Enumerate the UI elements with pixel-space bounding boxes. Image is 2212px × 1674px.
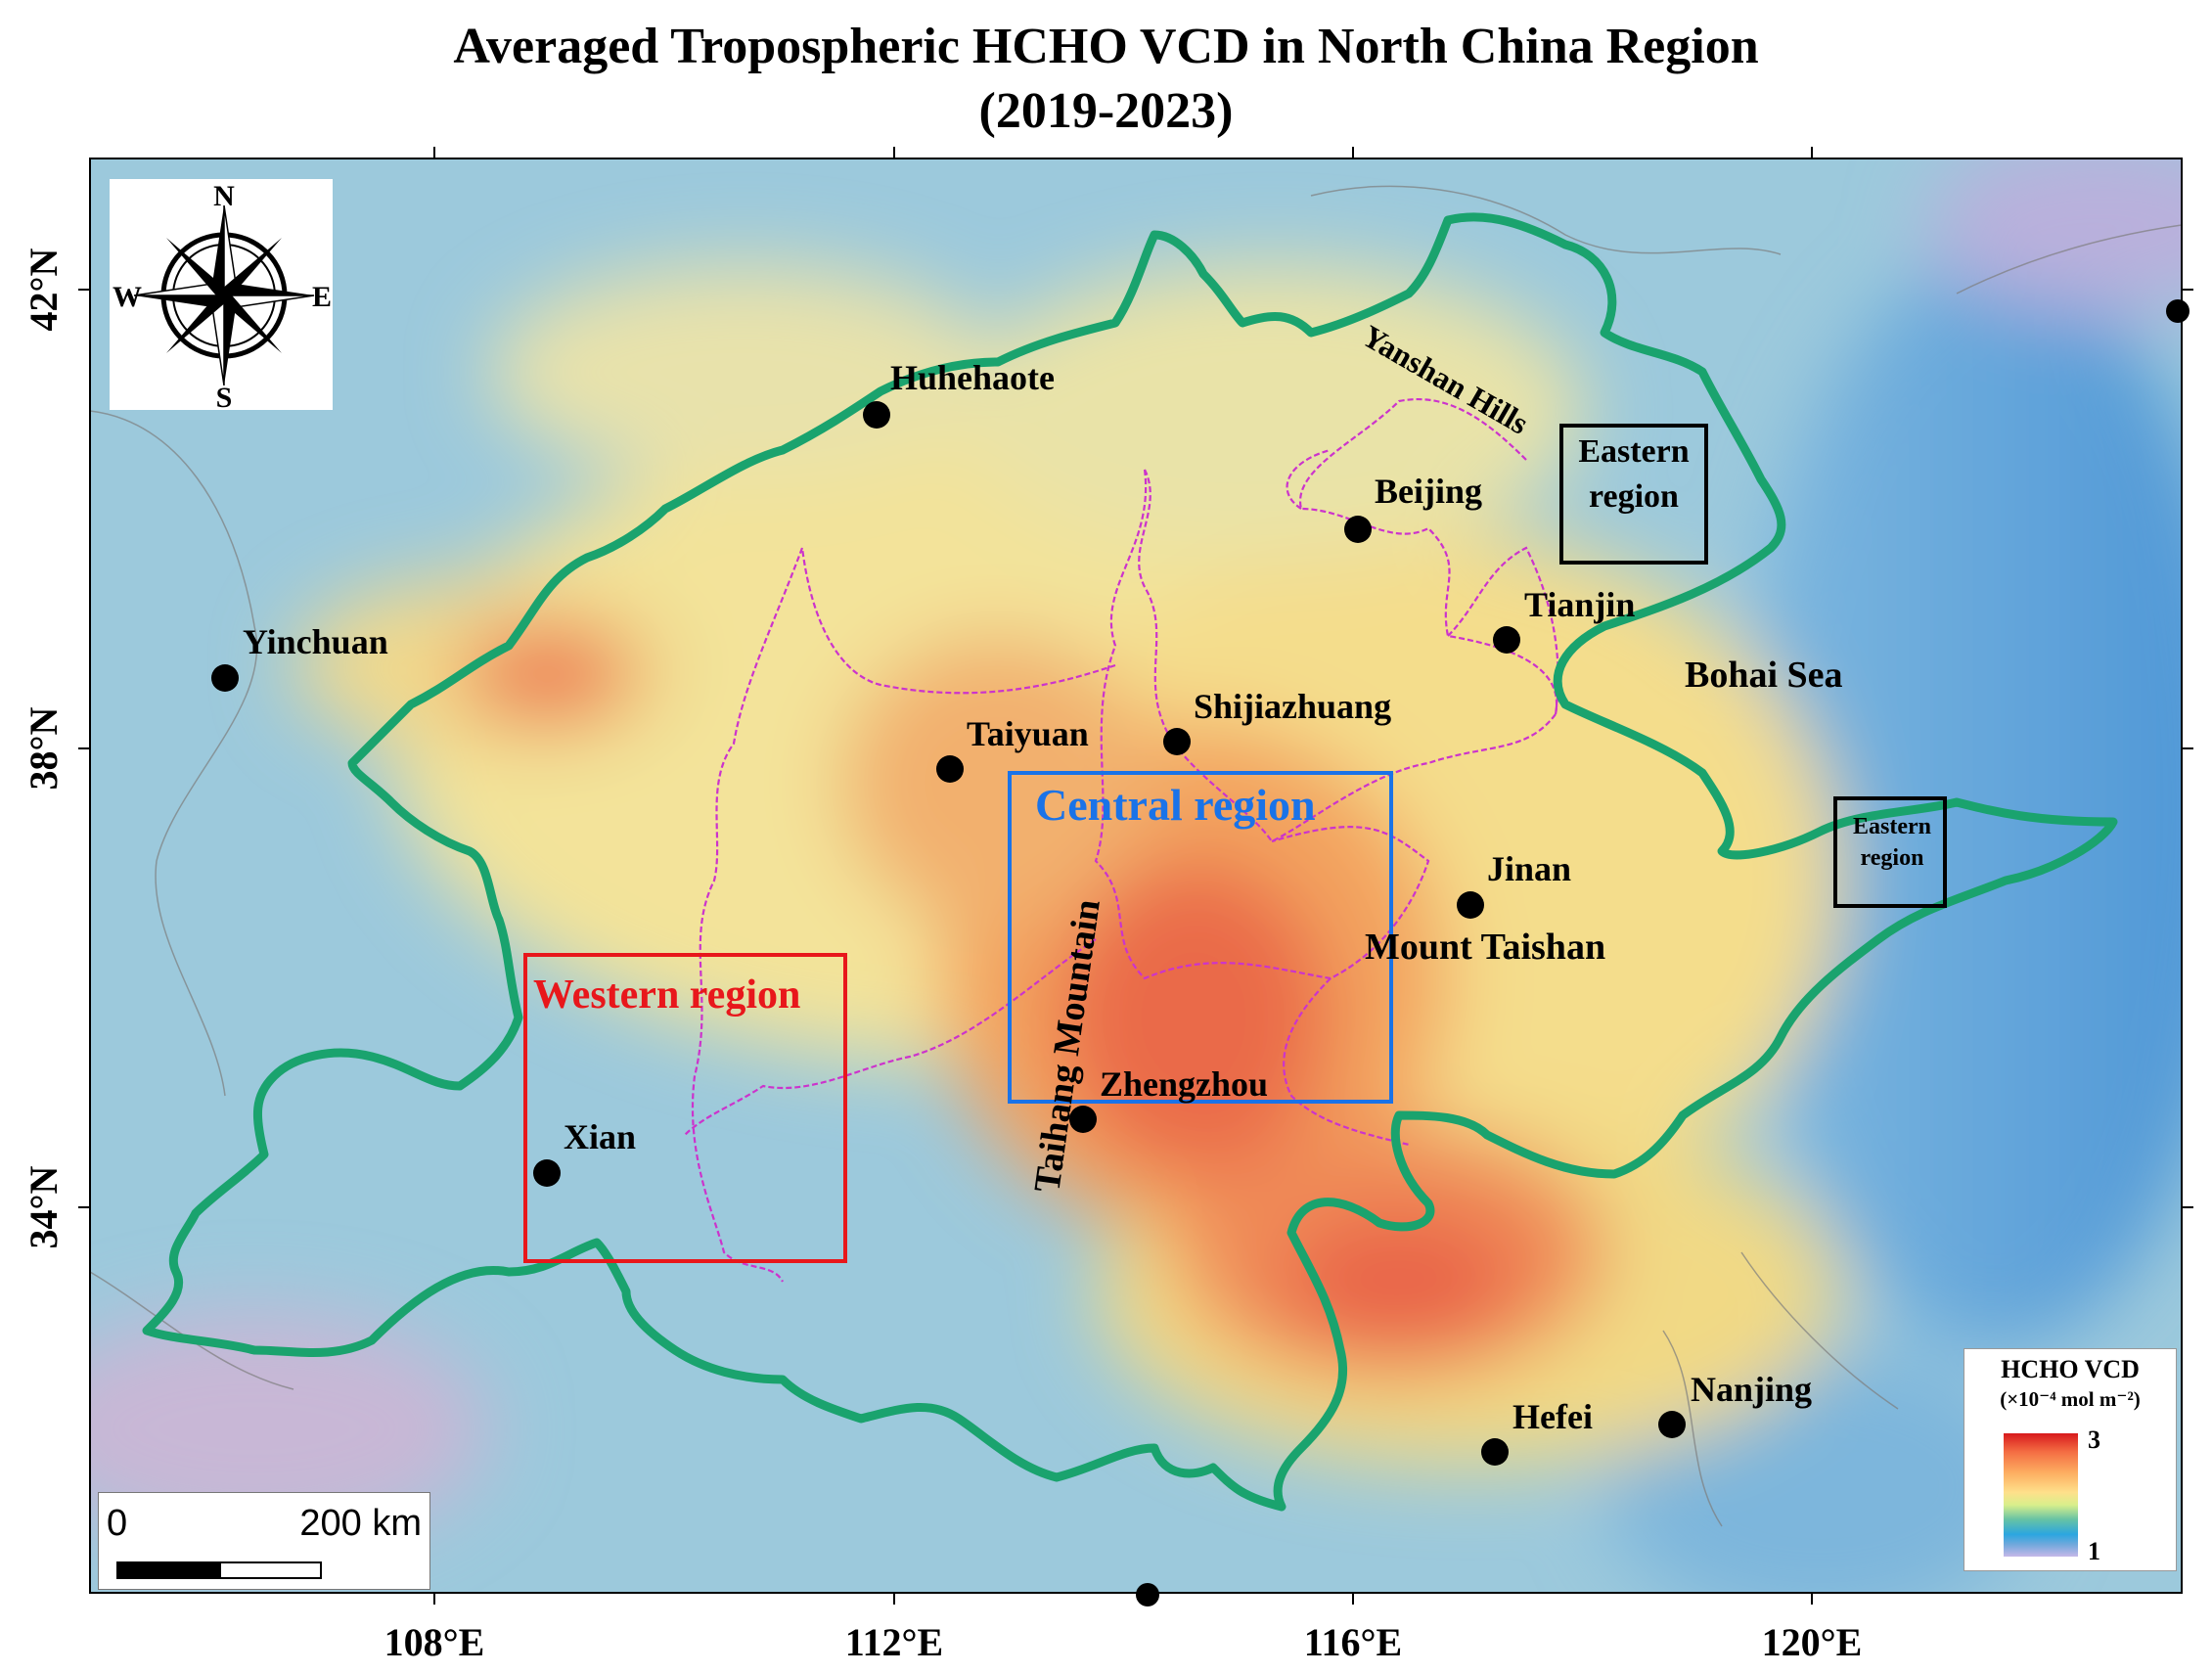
- x-tick-label: 112°E: [845, 1620, 943, 1664]
- bohai-sea-label: Bohai Sea: [1685, 655, 1843, 696]
- city-marker-yinchuan: [211, 664, 239, 692]
- hcho-field: [90, 158, 2182, 1593]
- compass-south-label: S: [216, 382, 233, 414]
- y-tick-label: 42°N: [22, 248, 66, 331]
- city-marker-beijing: [1344, 516, 1372, 543]
- x-tick-label: 108°E: [384, 1620, 485, 1664]
- eastern-region-label: Eastern: [1853, 814, 1931, 839]
- compass-east-label: E: [312, 281, 332, 313]
- city-label: Huhehaote: [890, 358, 1055, 397]
- central-region-box: [1008, 771, 1393, 1104]
- city-label: Tianjin: [1524, 585, 1635, 624]
- eastern-region-box-north: [1559, 424, 1708, 565]
- map-frame: [89, 158, 2183, 1594]
- city-marker-taiyuan: [936, 755, 964, 783]
- scale-bar-graphic: [116, 1561, 322, 1579]
- study-area-boundary: [142, 212, 2118, 1512]
- central-region-label: Central region: [1035, 780, 1316, 830]
- city-marker-xian: [533, 1159, 561, 1187]
- city-marker-jinan: [1457, 891, 1484, 919]
- x-tick-label: 120°E: [1762, 1620, 1863, 1664]
- western-region-box: [523, 953, 847, 1263]
- city-label: Taiyuan: [967, 714, 1089, 753]
- city-label: Beijing: [1375, 472, 1482, 511]
- y-tick-label: 34°N: [22, 1165, 66, 1248]
- city-marker-edge: [2166, 299, 2189, 323]
- legend-color-ramp: [2004, 1433, 2078, 1557]
- compass-west-label: W: [113, 281, 142, 313]
- map-subtitle-years: (2019-2023): [978, 83, 1234, 139]
- legend-min-label: 1: [2088, 1537, 2100, 1565]
- compass-rose: N S E W: [110, 179, 333, 414]
- city-label: Shijiazhuang: [1194, 687, 1391, 726]
- legend-units: (×10⁻⁴ mol m⁻²): [2000, 1387, 2141, 1411]
- x-tick-label: 116°E: [1304, 1620, 1402, 1664]
- city-label: Yinchuan: [243, 622, 388, 661]
- mount-taishan-label: Mount Taishan: [1365, 927, 1605, 968]
- eastern-region-label: region: [1861, 845, 1924, 871]
- color-legend: HCHO VCD (×10⁻⁴ mol m⁻²) 3 1: [1964, 1348, 2177, 1571]
- compass-north-label: N: [213, 180, 235, 212]
- legend-max-label: 3: [2088, 1425, 2100, 1454]
- legend-title: HCHO VCD: [2001, 1355, 2140, 1383]
- eastern-region-box-south: [1833, 796, 1947, 908]
- city-marker-huhehaote: [863, 401, 890, 429]
- eastern-region-label: region: [1589, 478, 1679, 515]
- city-marker-shijiazhuang: [1163, 728, 1191, 755]
- city-marker-hefei: [1481, 1438, 1509, 1466]
- y-tick-label: 38°N: [22, 706, 66, 790]
- city-label: Jinan: [1487, 849, 1571, 888]
- city-marker-zhengzhou: [1069, 1106, 1097, 1133]
- city-label: Hefei: [1512, 1397, 1593, 1436]
- city-label: Nanjing: [1691, 1370, 1812, 1409]
- eastern-region-label: Eastern: [1578, 433, 1689, 470]
- city-label: Xian: [564, 1117, 636, 1156]
- city-marker-nanjing: [1658, 1411, 1686, 1438]
- city-label: Zhengzhou: [1100, 1064, 1268, 1104]
- scale-bar-end-label: 200 km: [299, 1503, 422, 1544]
- province-boundaries: [684, 398, 1559, 1283]
- scale-bar-start-label: 0: [107, 1503, 128, 1544]
- western-region-label: Western region: [533, 973, 800, 1018]
- graticule-ticks: [78, 147, 2193, 1605]
- map-title: Averaged Tropospheric HCHO VCD in North …: [453, 19, 1759, 74]
- city-marker-tianjin: [1493, 626, 1520, 654]
- scale-bar: 0 200 km: [98, 1492, 430, 1590]
- city-marker-edge: [1136, 1583, 1159, 1606]
